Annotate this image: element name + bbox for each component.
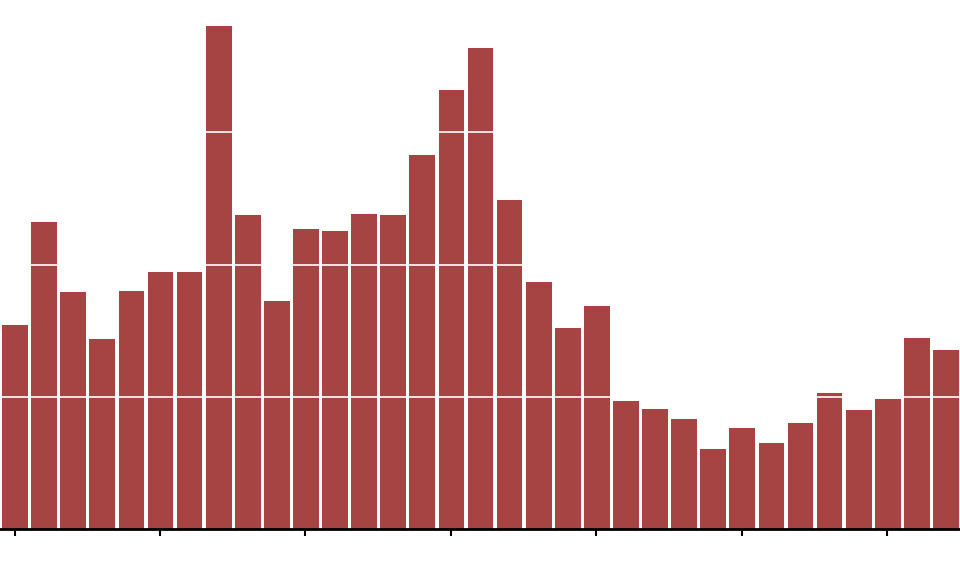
Bar — [176, 271, 203, 529]
Bar — [263, 300, 290, 529]
Bar — [554, 327, 581, 529]
Bar — [699, 449, 726, 529]
Bar — [147, 271, 174, 529]
Bar — [525, 282, 552, 529]
Bar — [88, 338, 115, 529]
Bar — [583, 305, 610, 529]
Bar — [408, 154, 435, 529]
Bar — [467, 47, 493, 529]
Bar — [786, 422, 813, 529]
Bar — [932, 348, 959, 529]
Bar — [816, 392, 843, 529]
Bar — [874, 399, 900, 529]
Bar — [234, 214, 261, 529]
Bar — [612, 400, 638, 529]
Bar — [292, 227, 319, 529]
Bar — [1, 324, 28, 529]
Bar — [729, 427, 756, 529]
Bar — [641, 408, 668, 529]
Bar — [845, 409, 872, 529]
Bar — [31, 221, 57, 529]
Bar — [350, 213, 377, 529]
Bar — [670, 418, 697, 529]
Bar — [322, 230, 348, 529]
Bar — [204, 25, 231, 529]
Bar — [903, 337, 929, 529]
Bar — [757, 443, 784, 529]
Bar — [438, 88, 465, 529]
Bar — [495, 199, 522, 529]
Bar — [60, 291, 86, 529]
Bar — [117, 290, 144, 529]
Bar — [379, 214, 406, 529]
